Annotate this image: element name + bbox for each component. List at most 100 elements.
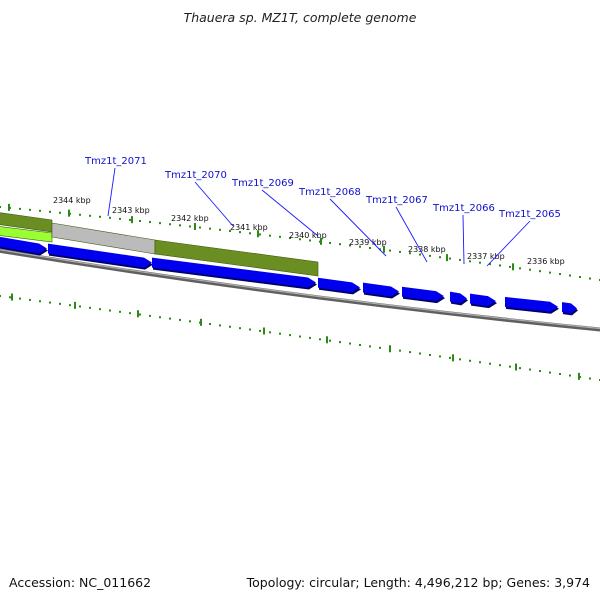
minor-tick — [49, 210, 51, 213]
inner-minor-tick — [109, 309, 111, 312]
inner-major-tick — [452, 354, 454, 362]
inner-major-tick — [137, 310, 139, 318]
minor-tick — [209, 227, 211, 230]
inner-major-tick — [515, 363, 517, 371]
inner-minor-tick — [229, 325, 231, 328]
scale-label: 2342 kbp — [171, 214, 209, 223]
inner-minor-tick — [459, 358, 461, 361]
inner-minor-tick — [589, 377, 591, 380]
gene-arrow — [48, 243, 152, 268]
major-tick — [68, 209, 70, 217]
major-tick — [194, 222, 196, 230]
minor-tick — [589, 277, 591, 280]
minor-tick — [529, 268, 531, 271]
feature-band-light — [0, 226, 53, 243]
feature-band-dark-2 — [154, 239, 319, 277]
minor-tick — [139, 219, 141, 222]
minor-tick — [489, 263, 491, 266]
minor-tick — [429, 254, 431, 257]
minor-tick — [329, 241, 331, 244]
minor-tick — [19, 207, 21, 210]
major-tick — [320, 237, 322, 245]
minor-tick — [359, 245, 361, 248]
label-connector — [107, 167, 116, 217]
inner-minor-tick — [519, 367, 521, 370]
inner-minor-tick — [9, 296, 11, 299]
inner-minor-tick — [219, 324, 221, 327]
major-tick — [8, 203, 10, 211]
inner-minor-tick — [0, 295, 1, 297]
inner-minor-tick — [359, 343, 361, 346]
minor-tick — [339, 243, 341, 246]
minor-tick — [409, 252, 411, 255]
inner-minor-tick — [159, 316, 161, 319]
inner-minor-tick — [569, 374, 571, 377]
scale-label: 2339 kbp — [349, 238, 387, 247]
minor-tick — [199, 226, 201, 229]
inner-minor-tick — [49, 301, 51, 304]
minor-tick — [59, 211, 61, 214]
minor-tick — [499, 264, 501, 267]
inner-minor-tick — [479, 361, 481, 364]
major-tick — [446, 254, 448, 262]
feature-track — [0, 212, 319, 277]
major-tick — [131, 216, 133, 224]
minor-tick — [289, 237, 291, 240]
inner-minor-tick — [419, 352, 421, 355]
minor-tick — [119, 217, 121, 220]
map-title: Thauera sp. MZ1T, complete genome — [183, 10, 417, 25]
gene-label: Tmz1t_2070 — [164, 170, 227, 181]
label-connector — [486, 220, 531, 267]
gene-label: Tmz1t_2065 — [498, 209, 561, 220]
inner-minor-tick — [549, 371, 551, 374]
gene-arrow — [0, 236, 47, 254]
minor-tick — [559, 273, 561, 276]
inner-minor-tick — [239, 327, 241, 330]
inner-major-tick — [74, 301, 76, 309]
minor-tick — [519, 267, 521, 270]
minor-tick — [39, 209, 41, 212]
gene-label: Tmz1t_2066 — [432, 203, 495, 214]
inner-minor-tick — [469, 359, 471, 362]
gene-arrow — [505, 296, 558, 312]
inner-minor-tick — [59, 302, 61, 305]
backbone-track — [0, 248, 600, 332]
gene-arrow — [318, 277, 360, 293]
minor-tick — [579, 276, 581, 279]
gene-arrow — [450, 291, 467, 304]
inner-minor-tick — [39, 300, 41, 303]
minor-tick — [159, 222, 161, 225]
inner-minor-tick — [429, 353, 431, 356]
inner-minor-tick — [309, 336, 311, 339]
scale-label: 2343 kbp — [112, 206, 150, 215]
minor-tick — [509, 265, 511, 268]
inner-minor-tick — [489, 362, 491, 365]
major-tick — [512, 263, 514, 271]
inner-minor-tick — [499, 364, 501, 367]
label-connector — [395, 206, 428, 263]
inner-minor-tick — [249, 328, 251, 331]
minor-tick — [469, 260, 471, 263]
minor-tick — [549, 271, 551, 274]
genome-summary-text: Topology: circular; Length: 4,496,212 bp… — [246, 575, 590, 590]
inner-minor-tick — [149, 314, 151, 317]
backbone-highlight — [0, 249, 600, 330]
inner-major-tick — [389, 345, 391, 353]
inner-minor-tick — [539, 370, 541, 373]
minor-tick — [269, 234, 271, 237]
minor-tick — [109, 216, 111, 219]
inner-minor-tick — [319, 338, 321, 341]
gene-label: Tmz1t_2071 — [84, 156, 147, 167]
scale-label: 2338 kbp — [408, 245, 446, 254]
major-tick — [257, 230, 259, 238]
inner-minor-tick — [169, 317, 171, 320]
minor-tick — [479, 261, 481, 264]
scale-label: 2344 kbp — [53, 196, 91, 205]
inner-minor-tick — [189, 320, 191, 323]
minor-tick — [229, 229, 231, 232]
minor-tick — [399, 250, 401, 253]
inner-minor-tick — [299, 335, 301, 338]
minor-tick — [89, 214, 91, 217]
minor-tick — [279, 235, 281, 238]
